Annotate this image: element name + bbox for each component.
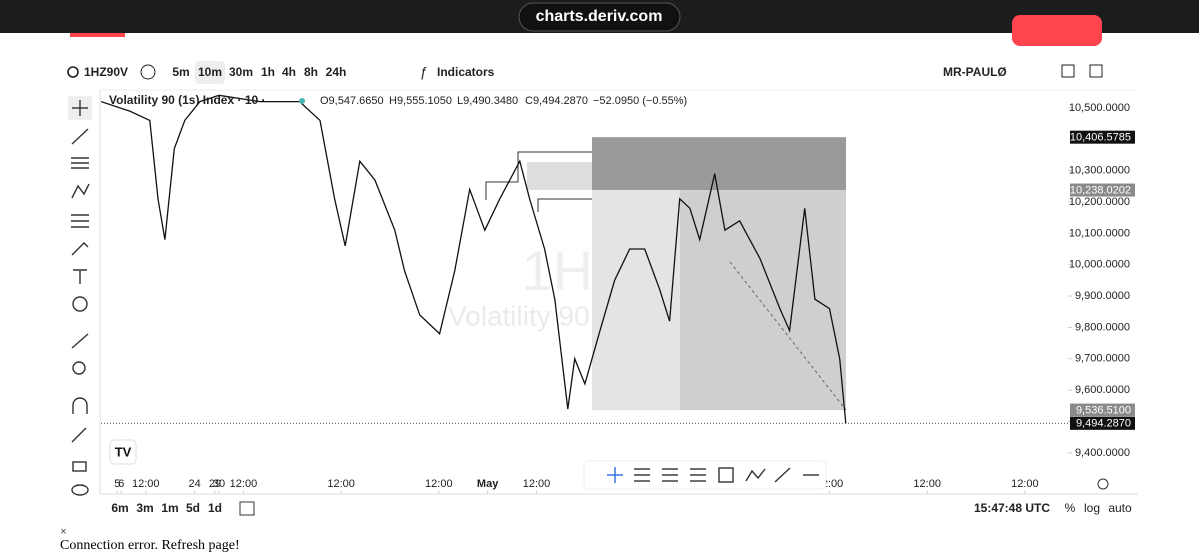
ohlc: −52.0950 (−0.55%): [593, 95, 687, 107]
x-tick-label: 12:00: [1011, 478, 1039, 490]
ohlc: L9,490.3480: [457, 95, 518, 107]
tool-icons: [71, 100, 90, 496]
position-stop: [592, 137, 846, 191]
range[interactable]: 5d: [186, 501, 200, 515]
x-tick-label: 24: [188, 478, 200, 490]
notice-close[interactable]: ×: [60, 524, 67, 538]
interval[interactable]: 4h: [282, 65, 296, 79]
ohlc: C9,494.2870: [525, 95, 588, 107]
y-tick-label: 9,400.0000: [1075, 447, 1130, 459]
x-tick-label: May: [477, 478, 499, 490]
position-progress: [680, 190, 846, 411]
x-tick-label: 12:00: [132, 478, 160, 490]
price-marker: [1070, 183, 1135, 197]
interval[interactable]: 10m: [198, 65, 222, 79]
price-marker-label: 10,406.5785: [1070, 132, 1131, 144]
interval[interactable]: 1h: [261, 65, 275, 79]
account[interactable]: MR-PAULØ: [943, 65, 1007, 79]
scale-option[interactable]: log: [1084, 501, 1100, 515]
logo: [70, 33, 125, 37]
scale-option[interactable]: auto: [1108, 501, 1132, 515]
y-tick-label: 10,000.0000: [1069, 259, 1130, 271]
chart-title: Volatility 90 (1s) Index · 10 ·: [109, 93, 266, 107]
price-marker-label: 9,536.5100: [1076, 404, 1131, 416]
range[interactable]: 1d: [208, 501, 222, 515]
interval[interactable]: 30m: [229, 65, 253, 79]
x-tick-label: 12:00: [523, 478, 551, 490]
price-marker-label: 9,494.2870: [1076, 418, 1131, 430]
indicators[interactable]: Indicators: [437, 65, 495, 79]
x-tick-label: 29: [209, 478, 221, 490]
ohlc: H9,555.1050: [389, 95, 452, 107]
price-marker-label: 10,238.0202: [1070, 184, 1131, 196]
url-pill[interactable]: [518, 2, 681, 32]
y-tick-label: 10,500.0000: [1069, 102, 1130, 114]
y-tick-label: 10,200.0000: [1069, 196, 1130, 208]
tv-logo: [109, 439, 137, 465]
drawing-icons: [607, 467, 819, 483]
ohlc: O9,547.6650: [320, 95, 384, 107]
clock: 15:47:48 UTC: [974, 501, 1050, 515]
symbol[interactable]: 1HZ90V: [84, 65, 128, 79]
price-marker: [1070, 403, 1135, 417]
demo-button[interactable]: [1012, 15, 1102, 46]
search-icon[interactable]: [67, 66, 79, 78]
x-tick-label: 12:00: [327, 478, 355, 490]
camera-icon[interactable]: [1061, 64, 1075, 78]
fx-icon[interactable]: ƒ: [420, 64, 428, 80]
url: charts.deriv.com: [536, 8, 663, 25]
y-tick-label: 9,800.0000: [1075, 321, 1130, 333]
screen: charts.deriv.com 1HZ90V 5m 10m 30m 1h 4h 8h 24…: [0, 0, 1199, 516]
interval[interactable]: 5m: [172, 65, 189, 79]
active-interval: [195, 61, 225, 84]
trend-dashed: [729, 261, 847, 411]
position-entry-shade: [527, 162, 592, 191]
status-dot: [299, 98, 305, 104]
y-tick-label: 9,900.0000: [1075, 290, 1130, 302]
fullscreen-icon[interactable]: [1089, 64, 1103, 78]
x-tick-label: 5: [114, 478, 120, 490]
add-icon[interactable]: [140, 64, 156, 80]
notice-message: Connection error. Refresh page!: [60, 538, 240, 553]
x-tick-label: 12:00: [230, 478, 258, 490]
range[interactable]: 6m: [111, 501, 128, 515]
scale-option[interactable]: %: [1065, 501, 1076, 515]
tv-logo-text: TV: [115, 444, 132, 459]
calendar-icon[interactable]: [239, 501, 255, 516]
interval[interactable]: 8h: [304, 65, 318, 79]
settings-icon[interactable]: [1097, 478, 1109, 490]
price-marker: [1070, 130, 1135, 144]
drawing-steps: [537, 198, 592, 212]
price-line: [101, 94, 847, 424]
y-tick-label: 10,300.0000: [1069, 165, 1130, 177]
x-tick-label: 12:00: [913, 478, 941, 490]
y-tick-label: 10,100.0000: [1069, 227, 1130, 239]
x-tick-label: 6: [118, 478, 124, 490]
range[interactable]: 1m: [161, 501, 178, 515]
price-marker: [1070, 416, 1135, 430]
x-tick-label: 12:00: [425, 478, 453, 490]
x-tick-label: 30: [213, 478, 225, 490]
range[interactable]: 3m: [136, 501, 153, 515]
interval[interactable]: 24h: [326, 65, 347, 79]
y-tick-label: 9,600.0000: [1075, 384, 1130, 396]
drawing-steps: [485, 151, 592, 200]
y-tick-label: 9,700.0000: [1075, 353, 1130, 365]
